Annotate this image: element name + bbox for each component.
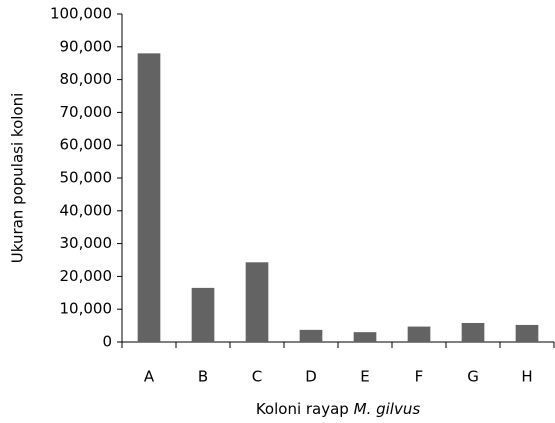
bar [191, 287, 215, 342]
bar [461, 322, 485, 342]
x-tick-label: E [360, 368, 369, 386]
x-tick-label: C [252, 368, 262, 386]
bar [137, 53, 161, 343]
y-tick-label: 100,000 [50, 5, 112, 23]
x-tick-label: F [415, 368, 424, 386]
y-tick-label: 40,000 [60, 201, 113, 219]
y-axis-label: Ukuran populasi koloni [9, 93, 27, 264]
y-tick-label: 90,000 [60, 37, 113, 55]
x-tick-label: B [198, 368, 208, 386]
y-tick-label: 20,000 [60, 267, 113, 285]
bar [245, 262, 269, 342]
bar [515, 324, 539, 342]
y-tick-label: 0 [102, 333, 112, 351]
x-axis-label-text: Koloni rayap [256, 400, 349, 418]
y-tick-label: 60,000 [60, 136, 113, 154]
y-tick-label: 10,000 [60, 300, 113, 318]
x-axis-label: Koloni rayap M. gilvus [256, 400, 421, 418]
x-tick-label: A [144, 368, 155, 386]
bar [299, 329, 323, 342]
bar [407, 326, 431, 342]
y-tick-label: 70,000 [60, 103, 113, 121]
y-tick-label: 30,000 [60, 234, 113, 252]
x-tick-label: H [521, 368, 532, 386]
bar [353, 332, 377, 342]
x-axis-label-italic: M. gilvus [354, 400, 421, 418]
y-tick-label: 80,000 [60, 70, 113, 88]
y-tick-label: 50,000 [60, 169, 113, 187]
x-tick-label: G [467, 368, 479, 386]
x-tick-label: D [305, 368, 317, 386]
